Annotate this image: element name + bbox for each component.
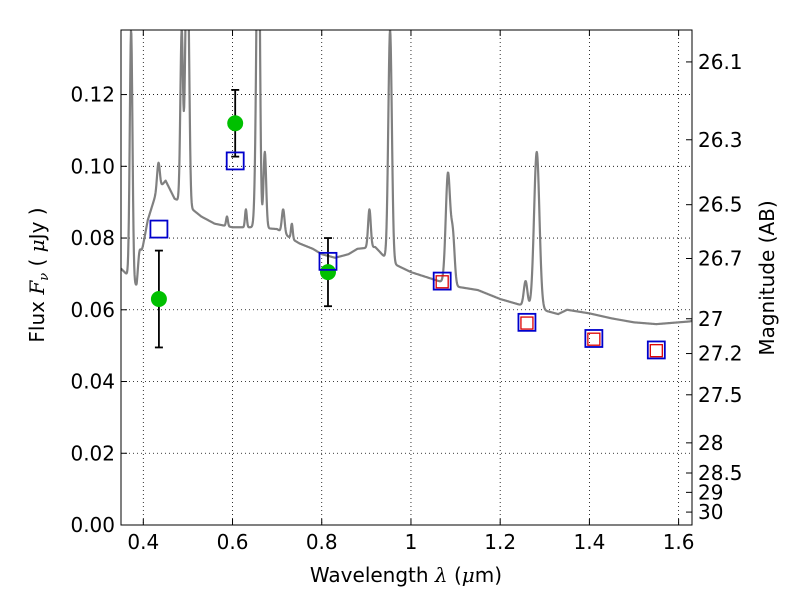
- mag-tick-label: 26.3: [698, 128, 743, 152]
- axes-frame: [120, 29, 693, 526]
- grid: [121, 30, 692, 526]
- model-square-blue: [584, 329, 604, 348]
- model-square-blue: [517, 312, 537, 332]
- model-square-blue: [646, 340, 666, 360]
- photometry-point: [150, 291, 167, 308]
- mag-tick-label: 26.7: [698, 246, 743, 270]
- photometry-point: [227, 115, 244, 132]
- plot-area: [121, 30, 692, 360]
- mag-tick-label: 29: [698, 480, 723, 504]
- mag-tick-label: 26.1: [698, 50, 743, 74]
- x-axis-label: Wavelength λ (μm): [310, 563, 502, 587]
- y-tick-label: 0.12: [70, 83, 115, 107]
- photometry-point: [319, 264, 336, 281]
- y-tick-label: 0.00: [70, 513, 115, 537]
- y-tick-label: 0.10: [70, 154, 115, 178]
- y-tick-label: 0.02: [70, 441, 115, 465]
- x-tick-label: 1.6: [663, 530, 695, 554]
- right-axis-label: Magnitude (AB): [755, 200, 779, 355]
- x-tick-label: 0.6: [217, 530, 249, 554]
- y-tick-label: 0.06: [70, 298, 115, 322]
- y-axis-label: Flux Fν ( μJy ): [25, 207, 52, 342]
- spectrum-line: [121, 30, 692, 326]
- model-square-blue: [318, 251, 338, 271]
- mag-tick-label: 28.5: [698, 461, 743, 485]
- model-square-blue: [225, 151, 245, 171]
- y-tick-label: 0.08: [70, 226, 115, 250]
- y-tick-label: 0.04: [70, 370, 115, 394]
- mag-tick-label: 30: [698, 500, 723, 524]
- x-tick-label: 1.4: [573, 530, 605, 554]
- mag-tick-label: 28: [698, 431, 723, 455]
- model-square-red: [435, 275, 449, 289]
- x-tick-label: 1: [405, 530, 418, 554]
- model-square-red: [649, 344, 663, 358]
- mag-tick-label: 27: [698, 307, 723, 331]
- mag-tick-label: 27.2: [698, 342, 743, 366]
- model-square-blue: [432, 271, 452, 291]
- model-square-red: [587, 332, 601, 346]
- ticks: 0.4 0.6 0.8 1 1.2 1.4 1.6 0.00 0.02 0.04 0.06 0.08 0…: [70, 30, 743, 554]
- x-tick-label: 0.4: [127, 530, 159, 554]
- x-tick-label: 0.8: [306, 530, 338, 554]
- model-square-red: [520, 316, 534, 330]
- model-square-blue: [149, 219, 169, 239]
- mag-tick-label: 27.5: [698, 383, 743, 407]
- mag-tick-label: 26.5: [698, 193, 743, 217]
- x-tick-label: 1.2: [484, 530, 516, 554]
